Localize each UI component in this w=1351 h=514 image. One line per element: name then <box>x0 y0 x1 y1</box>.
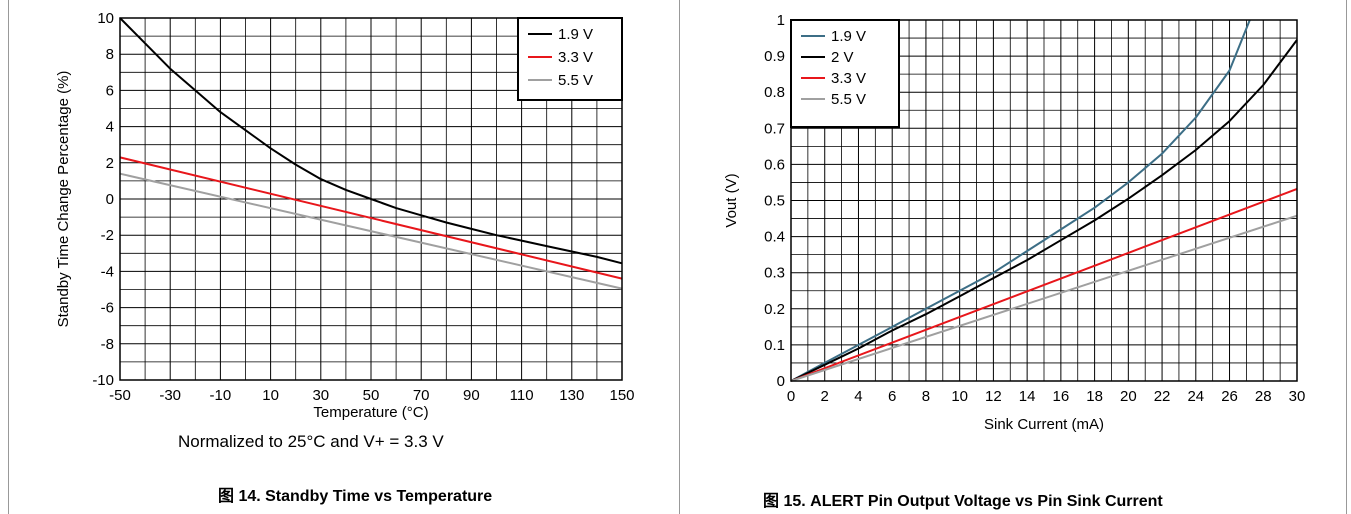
chart-1-y-tick-label: 10 <box>97 10 114 27</box>
chart-2-x-tick-label: 16 <box>1053 388 1070 405</box>
chart-1-legend-label-1: 1.9 V <box>558 26 593 43</box>
chart-1-x-tick-label: 110 <box>510 387 534 404</box>
chart-1-x-tick-label: 150 <box>609 387 634 404</box>
chart-1-y-tick-label: 4 <box>106 119 114 136</box>
chart-2-y-tick-label: 1 <box>777 12 785 29</box>
chart-2-x-tick-label: 14 <box>1019 388 1036 405</box>
chart-1-y-tick-label: 6 <box>106 82 114 99</box>
chart-2-y-tick-label: 0.2 <box>764 301 785 318</box>
chart-2-x-tick-label: 10 <box>951 388 968 405</box>
chart-1-x-tick-label: -10 <box>210 387 232 404</box>
chart-1-y-tick-label: -10 <box>92 372 114 389</box>
chart-1-x-tick-label: 70 <box>413 387 430 404</box>
chart-1-legend-label-3: 5.5 V <box>558 72 593 89</box>
chart-1-x-tick-label: 10 <box>262 387 279 404</box>
chart-1-x-tick-label: -30 <box>159 387 181 404</box>
chart-1-y-tick-label: -6 <box>101 300 114 317</box>
chart-2-x-tick-label: 18 <box>1086 388 1103 405</box>
chart-2-x-tick-label: 24 <box>1187 388 1204 405</box>
chart-2-y-axis-label: Vout (V) <box>723 173 740 227</box>
chart-1-legend <box>517 17 623 101</box>
chart-2-x-tick-label: 6 <box>888 388 896 405</box>
chart-1-y-tick-label: 0 <box>106 191 114 208</box>
chart-1-x-axis-label: Temperature (°C) <box>313 404 428 421</box>
chart-1-plot-frame <box>119 17 623 381</box>
chart-2-x-tick-label: 20 <box>1120 388 1137 405</box>
chart-2-x-tick-label: 12 <box>985 388 1002 405</box>
chart-1-x-tick-label: 50 <box>363 387 380 404</box>
chart-2-x-tick-label: 4 <box>854 388 862 405</box>
chart-2-y-tick-label: 0.9 <box>764 48 785 65</box>
chart-2-x-tick-label: 2 <box>821 388 829 405</box>
figure-panel-14 <box>8 0 680 514</box>
chart-1-series-line-1 <box>119 17 623 265</box>
chart-1-note: Normalized to 25°C and V+ = 3.3 V <box>178 432 444 451</box>
chart-1-x-tick-label: -50 <box>109 387 131 404</box>
chart-2-x-axis-label: Sink Current (mA) <box>984 416 1104 433</box>
chart-1-x-tick-label: 30 <box>312 387 329 404</box>
chart-2-x-tick-label: 28 <box>1255 388 1272 405</box>
chart-1-series-line-3 <box>119 172 623 290</box>
chart-2-x-tick-label: 22 <box>1154 388 1171 405</box>
chart-2-x-tick-label: 8 <box>922 388 930 405</box>
chart-2-y-tick-label: 0.4 <box>764 229 785 246</box>
chart-2-x-tick-label: 26 <box>1221 388 1238 405</box>
chart-2-y-tick-label: 0.6 <box>764 156 785 173</box>
chart-1-x-tick-label: 130 <box>559 387 584 404</box>
chart-2-legend-label-3: 3.3 V <box>831 70 866 87</box>
chart-2-series-line-2 <box>790 39 1298 382</box>
chart-2-caption: 图 15. ALERT Pin Output Voltage vs Pin Si… <box>763 493 1163 510</box>
chart-2-plot-frame <box>790 19 1298 382</box>
chart-1-y-tick-label: -4 <box>101 263 114 280</box>
chart-2-y-tick-label: 0.7 <box>764 120 785 137</box>
chart-2-legend-label-4: 5.5 V <box>831 91 866 108</box>
chart-2-y-tick-label: 0.1 <box>764 337 785 354</box>
chart-1-y-tick-label: -8 <box>101 336 114 353</box>
chart-2-series-line-4 <box>790 214 1298 382</box>
chart-2-y-tick-label: 0.8 <box>764 84 785 101</box>
figure-panel-15 <box>679 0 1347 514</box>
chart-1-series-line-2 <box>119 156 623 280</box>
chart-2-y-tick-label: 0.3 <box>764 265 785 282</box>
chart-2-legend-label-2: 2 V <box>831 49 854 66</box>
chart-1-y-axis-label: Standby Time Change Percentage (%) <box>55 71 72 328</box>
chart-2-x-tick-label: 30 <box>1289 388 1306 405</box>
chart-1-x-tick-label: 90 <box>463 387 480 404</box>
chart-1-y-tick-label: -2 <box>101 227 114 244</box>
chart-2-x-tick-label: 0 <box>787 388 795 405</box>
chart-2-series-line-3 <box>790 187 1298 382</box>
chart-2-y-tick-label: 0 <box>777 373 785 390</box>
chart-2-y-tick-label: 0.5 <box>764 193 785 210</box>
chart-1-caption: 图 14. Standby Time vs Temperature <box>218 488 493 505</box>
chart-1-legend-label-2: 3.3 V <box>558 49 593 66</box>
chart-1-y-tick-label: 8 <box>106 46 114 63</box>
chart-2-legend <box>790 19 900 128</box>
chart-2-legend-label-1: 1.9 V <box>831 28 866 45</box>
chart-2-series-line-1 <box>790 19 1251 382</box>
chart-1-y-tick-label: 2 <box>106 155 114 172</box>
